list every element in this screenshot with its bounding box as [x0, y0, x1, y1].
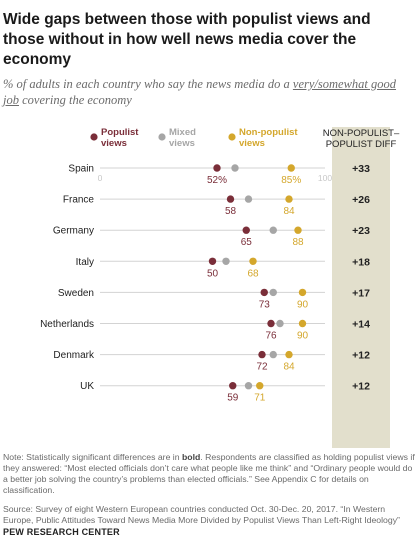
- data-label-populist: 59: [227, 393, 239, 404]
- diff-column-header: NON-POPULIST– POPULIST DIFF: [323, 128, 400, 150]
- chart-title: Wide gaps between those with populist vi…: [3, 11, 371, 68]
- legend-label-populist: Populist views: [101, 127, 139, 149]
- diff-value: +23: [352, 225, 370, 237]
- data-point-populist: [213, 164, 221, 172]
- data-point-populist: [258, 350, 266, 359]
- diff-column-background: [332, 127, 390, 448]
- country-label: Germany: [53, 226, 94, 237]
- data-label-populist: 76: [265, 331, 277, 342]
- data-point-non-populist: [294, 226, 302, 234]
- subtitle-suffix: covering the economy: [18, 93, 132, 107]
- legend-label-non_populist: Non-populist views: [239, 127, 298, 149]
- data-label-populist: 50: [207, 268, 219, 279]
- data-point-non-populist: [256, 382, 264, 390]
- country-label: Denmark: [53, 350, 95, 361]
- diff-value: +12: [352, 350, 370, 362]
- data-point-mixed: [244, 382, 253, 390]
- data-point-mixed: [269, 288, 277, 297]
- country-label: Italy: [76, 257, 94, 268]
- axis-tick-label: 0: [98, 173, 103, 183]
- legend-marker-non_populist: [228, 133, 236, 141]
- legend-label-mixed: Mixed views: [169, 127, 196, 149]
- data-point-non-populist: [285, 195, 293, 203]
- data-label-non-populist: 88: [292, 237, 304, 248]
- data-point-populist: [260, 288, 268, 297]
- data-label-non-populist: 84: [283, 206, 295, 217]
- data-point-populist: [242, 226, 250, 234]
- data-point-non-populist: [285, 350, 293, 359]
- data-label-non-populist: 68: [247, 268, 259, 279]
- data-point-non-populist: [298, 319, 307, 328]
- country-label: Sweden: [58, 288, 94, 299]
- data-point-non-populist: [287, 164, 295, 172]
- data-point-mixed: [276, 319, 284, 328]
- country-label: France: [63, 195, 95, 206]
- chart-note: Note: Statistically significant differen…: [3, 452, 415, 496]
- note-suffix: . Respondents are classified as holding …: [3, 452, 415, 495]
- data-label-populist: 58: [225, 206, 237, 217]
- data-point-mixed: [244, 195, 253, 203]
- data-point-non-populist: [249, 257, 257, 265]
- data-label-populist: 65: [241, 237, 253, 248]
- data-label-non-populist: 71: [254, 393, 266, 404]
- chart-source: Source: Survey of eight Western European…: [3, 504, 400, 525]
- data-point-populist: [229, 382, 237, 390]
- data-point-populist: [267, 319, 275, 328]
- diff-value: +17: [352, 287, 370, 299]
- diff-value: +26: [352, 194, 370, 206]
- data-label-non-populist: 90: [297, 331, 309, 342]
- chart-subtitle: % of adults in each country who say the …: [3, 76, 413, 108]
- note-prefix: Note: Statistically significant differen…: [3, 452, 182, 462]
- legend-marker-mixed: [158, 133, 166, 141]
- diff-value: +12: [352, 381, 370, 393]
- diff-value: +14: [352, 319, 370, 331]
- pew-logo-text: PEW RESEARCH CENTER: [3, 527, 120, 537]
- data-point-non-populist: [298, 288, 307, 297]
- data-label-populist: 52%: [207, 175, 227, 186]
- country-label: UK: [80, 381, 94, 392]
- data-point-mixed: [222, 257, 230, 265]
- note-bold: bold: [181, 452, 201, 462]
- subtitle-prefix: % of adults in each country who say the …: [3, 77, 293, 91]
- data-point-mixed: [269, 226, 277, 234]
- data-label-non-populist: 85%: [281, 175, 301, 186]
- data-point-populist: [226, 195, 235, 203]
- country-label: Spain: [68, 164, 94, 175]
- data-point-populist: [208, 257, 217, 265]
- dot-plot-chart: NON-POPULIST– POPULIST DIFF Populist views M…: [40, 127, 400, 448]
- subtitle-underlined: very/somewhat good job: [3, 77, 397, 107]
- data-label-populist: 73: [259, 299, 271, 310]
- diff-value: +33: [352, 163, 370, 175]
- data-point-mixed: [231, 164, 239, 172]
- diff-value: +18: [352, 256, 370, 268]
- data-label-non-populist: 84: [283, 362, 295, 373]
- legend-marker-populist: [90, 133, 98, 141]
- axis-tick-label: 100: [318, 173, 332, 183]
- data-point-mixed: [269, 350, 277, 359]
- data-label-non-populist: 90: [297, 299, 309, 310]
- country-label: Netherlands: [40, 319, 94, 330]
- data-label-populist: 72: [256, 362, 268, 373]
